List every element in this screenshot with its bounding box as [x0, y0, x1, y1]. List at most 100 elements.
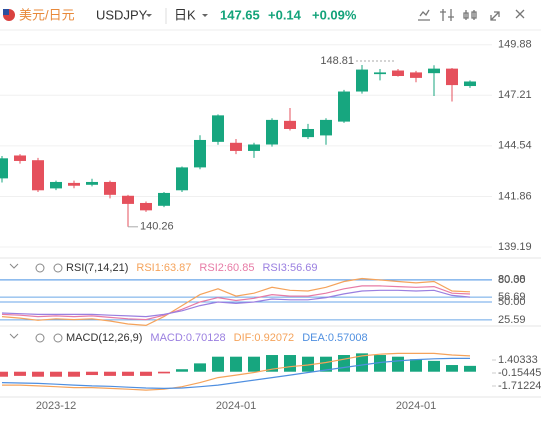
candle-body [140, 202, 152, 211]
y-tick-label: 139.19 [498, 241, 532, 253]
y-tick-label: 149.88 [498, 39, 532, 51]
macd-bar [248, 356, 260, 372]
collapse-icon[interactable] [9, 333, 19, 339]
visibility-icon[interactable] [53, 263, 63, 273]
y-tick-label: 141.86 [498, 190, 532, 202]
legend-entry: DIF:0.92072 [234, 332, 295, 344]
macd-bar [302, 356, 314, 372]
y-tick-label: 80.38 [498, 274, 526, 286]
pair-name[interactable]: 美元/日元 [19, 7, 75, 22]
macd-bar [338, 355, 350, 372]
min-label: 140.26 [140, 221, 174, 233]
macd-bar [392, 356, 404, 372]
macd-bar [320, 356, 332, 372]
macd-bar [104, 371, 116, 376]
macd-bar [230, 356, 242, 372]
macd-bar [86, 371, 98, 376]
macd-bar [158, 371, 170, 374]
close-button[interactable] [515, 9, 525, 19]
candle-body [158, 192, 170, 206]
y-tick-label: 25.59 [498, 314, 526, 326]
macd-bar [14, 371, 26, 376]
macd-bar [410, 359, 422, 372]
x-tick-label: 2024-01 [216, 400, 256, 412]
dropdown-arrow[interactable] [146, 14, 152, 17]
candle-body [392, 70, 404, 77]
visibility-icon[interactable] [53, 333, 63, 343]
panel-title: RSI(7,14,21) [66, 262, 128, 274]
candle-body [374, 72, 386, 75]
indicator-line [1, 357, 470, 390]
settings-icon[interactable] [35, 263, 45, 273]
collapse-icon[interactable] [9, 263, 19, 269]
y-tick-label: 1.40333 [498, 354, 538, 366]
macd-bar [266, 355, 278, 372]
toolbar [418, 9, 525, 21]
macd-bar [428, 360, 440, 372]
candle-body [410, 72, 422, 78]
macd-bar [374, 355, 386, 372]
macd-bar [176, 369, 188, 372]
candle-body [428, 68, 440, 74]
y-tick-label: -1.71224 [498, 380, 541, 392]
legend-entry: RSI1:63.87 [136, 262, 191, 274]
symbol[interactable]: USDJPY [96, 7, 148, 22]
dropdown-arrow[interactable] [202, 14, 208, 17]
legend-entry: MACD:0.70128 [150, 332, 225, 344]
y-tick-label: -0.15445 [498, 367, 541, 379]
macd-bar [356, 353, 368, 372]
candle-body [320, 119, 332, 136]
settings-button[interactable] [440, 9, 454, 21]
macd-bar [68, 371, 80, 377]
macd-bar [464, 365, 476, 372]
y-tick-label: 144.54 [498, 140, 532, 152]
indicator-line [1, 285, 471, 321]
macd-bar [122, 371, 134, 376]
panel-title: MACD(12,26,9) [66, 332, 142, 344]
macd-bar [446, 365, 458, 372]
change: +0.14 [268, 7, 302, 22]
candle-body [248, 144, 260, 151]
macd-bar [32, 371, 44, 377]
y-tick-label: 147.21 [498, 89, 532, 101]
candle-body [230, 142, 242, 151]
settings-icon[interactable] [35, 333, 45, 343]
indicator-line [1, 289, 471, 318]
max-label: 148.81 [320, 55, 354, 67]
candle-body [356, 69, 368, 92]
candle-body [266, 119, 278, 145]
candle-body [68, 182, 80, 186]
macd-bar [50, 371, 62, 377]
candle-body [284, 120, 296, 129]
candle-body [104, 181, 116, 195]
candle-body [302, 128, 314, 138]
legend-entry: RSI3:56.69 [262, 262, 317, 274]
change-pct: +0.09% [312, 7, 357, 22]
candle-body [0, 158, 8, 179]
candle-body [176, 167, 188, 191]
indicator-button[interactable] [418, 9, 430, 21]
fullscreen-button[interactable] [490, 11, 500, 21]
candle-body [194, 139, 206, 168]
legend-entry: DEA:0.57008 [302, 332, 367, 344]
indicator-line [1, 277, 471, 327]
y-tick-label: 80.00 [498, 274, 526, 286]
candle-body [446, 68, 458, 86]
flag-icon-canton [3, 9, 9, 15]
rsi-icons [9, 263, 63, 343]
macd-bar [284, 355, 296, 372]
candle-body [14, 155, 26, 161]
indicator-line [2, 352, 471, 391]
candle-body [338, 91, 350, 122]
macd-bar [0, 371, 8, 377]
macd-bar [194, 363, 206, 372]
macd-bar [212, 356, 224, 372]
candle-body [464, 81, 476, 87]
macd-bar [140, 371, 152, 376]
candle-body [212, 115, 224, 142]
period[interactable]: 日K [174, 7, 196, 22]
candle-style-button[interactable] [463, 10, 477, 20]
legend-entry: RSI2:60.85 [199, 262, 254, 274]
candle-body [50, 181, 62, 189]
